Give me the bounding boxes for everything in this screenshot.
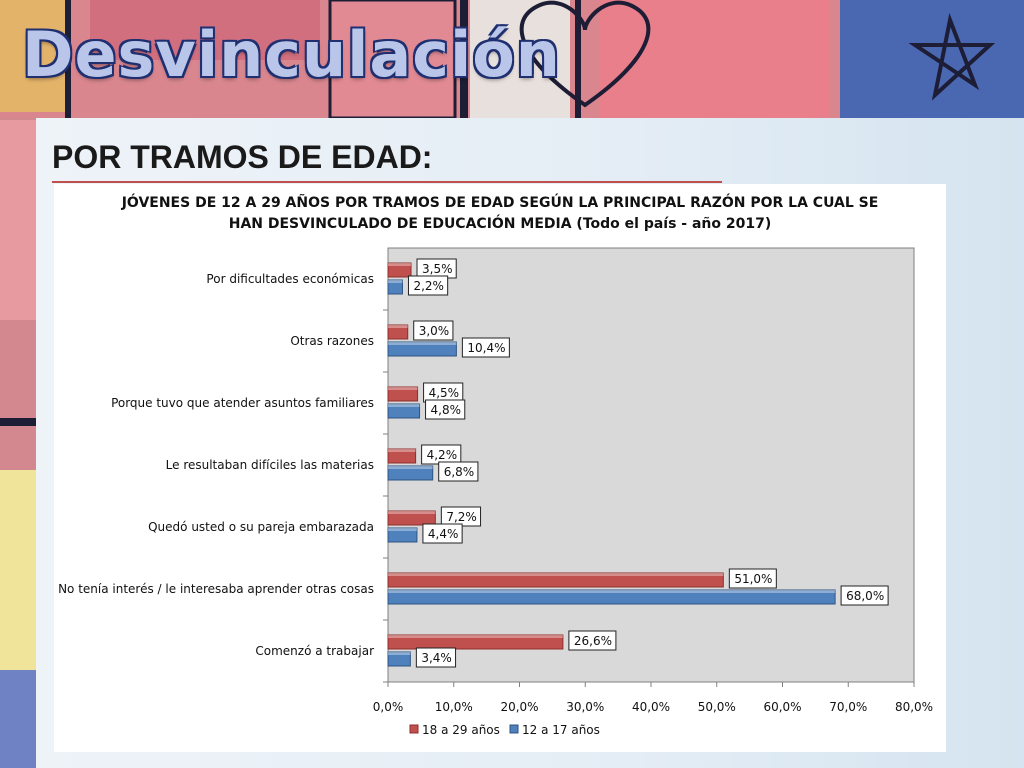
heart-drawing: [519, 0, 651, 108]
bar-highlight: [388, 342, 457, 345]
bar-12-17: [387, 279, 403, 295]
bar-highlight: [388, 573, 724, 576]
x-tick-label: 60,0%: [763, 700, 801, 714]
background-block: [0, 120, 36, 320]
category-label: Por dificultades económicas: [206, 272, 374, 286]
data-label-box: [415, 647, 457, 668]
x-tick-label: 80,0%: [895, 700, 933, 714]
category-label: Le resultaban difíciles las materias: [166, 458, 374, 472]
category-label: Otras razones: [290, 334, 374, 348]
bar-12-17: [387, 341, 457, 357]
data-label-box: [438, 461, 479, 482]
data-label: 3,0%: [419, 324, 450, 338]
background-block: [460, 0, 468, 118]
data-label: 68,0%: [846, 589, 884, 603]
bar-18-29: [387, 634, 564, 650]
data-label: 3,4%: [421, 651, 452, 665]
background-block: [470, 0, 570, 118]
subtitle-underline: [52, 181, 722, 183]
background-block: [840, 0, 1024, 118]
background-block: [90, 0, 320, 60]
bar-highlight: [388, 449, 416, 452]
bar-highlight: [388, 263, 412, 266]
bar-highlight: [388, 590, 836, 593]
background-block: [575, 0, 581, 118]
slide-subtitle: POR TRAMOS DE EDAD:: [52, 139, 433, 175]
slide-title: Desvinculación: [22, 18, 561, 91]
bar-12-17: [387, 589, 836, 605]
data-label: 3,5%: [422, 262, 453, 276]
data-label: 4,2%: [427, 448, 458, 462]
data-label: 4,5%: [429, 386, 460, 400]
bar-12-17: [387, 527, 418, 543]
bar-12-17: [387, 403, 421, 419]
chart-title-line-1: JÓVENES DE 12 A 29 AÑOS POR TRAMOS DE ED…: [121, 195, 879, 211]
category-label: Quedó usted o su pareja embarazada: [148, 520, 374, 534]
x-tick-label: 20,0%: [500, 700, 538, 714]
data-label-box: [425, 399, 466, 420]
bar-18-29: [387, 386, 419, 402]
background-block: [0, 418, 36, 426]
data-label: 51,0%: [734, 572, 772, 586]
background-block: [0, 470, 36, 670]
bar-highlight: [388, 404, 420, 407]
data-label: 4,8%: [431, 403, 462, 417]
data-label-box: [422, 523, 463, 544]
data-label: 6,8%: [444, 465, 475, 479]
chart-title-line-2: HAN DESVINCULADO DE EDUCACIÓN MEDIA (Tod…: [228, 216, 772, 232]
data-label-box: [413, 320, 454, 341]
bar-18-29: [387, 262, 412, 278]
legend-label: 12 a 17 años: [522, 723, 600, 737]
bar-highlight: [388, 387, 418, 390]
data-label: 26,6%: [574, 634, 612, 648]
background-drawings: [328, 0, 996, 118]
category-label: Porque tuvo que atender asuntos familiar…: [111, 396, 374, 410]
background-block: [0, 670, 36, 768]
category-label: Comenzó a trabajar: [255, 644, 374, 658]
data-label-box: [728, 568, 777, 589]
bar-12-17: [387, 651, 411, 667]
data-label-box: [568, 630, 617, 651]
background-block: [330, 0, 455, 118]
bar-highlight: [388, 511, 436, 514]
data-label: 4,4%: [428, 527, 459, 541]
legend-label: 18 a 29 años: [422, 723, 500, 737]
data-label: 7,2%: [446, 510, 477, 524]
bar-highlight: [388, 528, 417, 531]
data-label-box: [461, 337, 510, 358]
category-label: No tenía interés / le interesaba aprende…: [58, 582, 374, 596]
heart-block-drawing: [328, 0, 457, 118]
background-block: [0, 0, 65, 112]
data-label: 2,2%: [413, 279, 444, 293]
bar-highlight: [388, 466, 433, 469]
star-drawing: [908, 12, 996, 101]
x-tick-label: 70,0%: [829, 700, 867, 714]
chart-title: JÓVENES DE 12 A 29 AÑOS POR TRAMOS DE ED…: [54, 193, 946, 235]
bar-18-29: [387, 510, 436, 526]
x-tick-label: 50,0%: [698, 700, 736, 714]
bar-highlight: [388, 635, 563, 638]
x-tick-label: 40,0%: [632, 700, 670, 714]
bar-highlight: [388, 652, 411, 655]
bar-highlight: [388, 280, 403, 283]
bar-18-29: [387, 448, 417, 464]
x-tick-label: 0,0%: [373, 700, 404, 714]
legend-swatch: [509, 724, 519, 734]
x-tick-label: 30,0%: [566, 700, 604, 714]
bar-highlight: [388, 325, 408, 328]
data-label-box: [840, 585, 889, 606]
background-block: [65, 0, 71, 118]
x-tick-label: 10,0%: [435, 700, 473, 714]
legend-swatch: [409, 724, 419, 734]
data-label: 10,4%: [467, 341, 505, 355]
bar-12-17: [387, 465, 434, 481]
bar-18-29: [387, 572, 724, 588]
bar-18-29: [387, 324, 409, 340]
data-label-box: [407, 275, 449, 296]
